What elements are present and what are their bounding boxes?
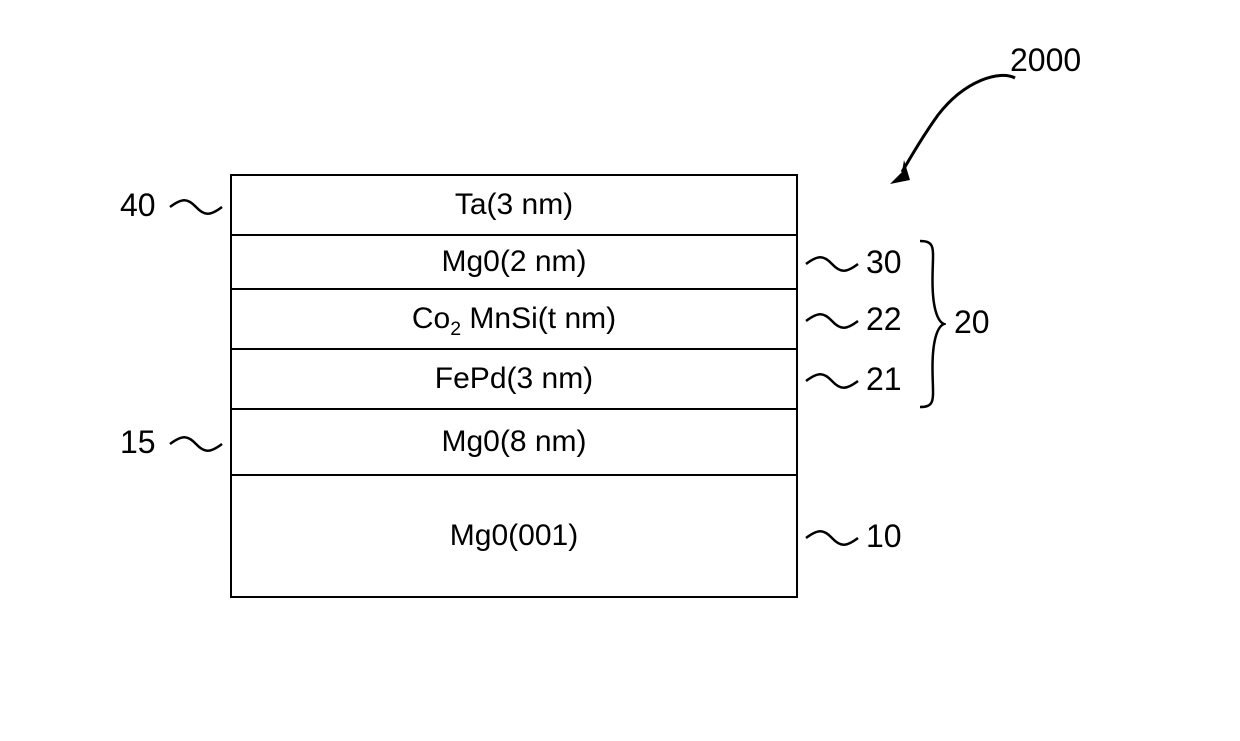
figure-id-arrow bbox=[880, 70, 1030, 190]
layer-text-substrate: Mg0(001) bbox=[450, 519, 578, 553]
layer-text-fepd: FePd(3 nm) bbox=[435, 362, 593, 396]
callout-lead-22 bbox=[804, 311, 860, 331]
callout-21: 21 bbox=[866, 361, 902, 398]
layer-buffer: Mg0(8 nm) bbox=[232, 410, 796, 476]
layer-cms: Co2 MnSi(t nm) bbox=[232, 290, 796, 350]
layer-text-barrier: Mg0(2 nm) bbox=[441, 245, 586, 279]
callout-10: 10 bbox=[866, 518, 902, 555]
callout-lead-21 bbox=[804, 371, 860, 391]
callout-40: 40 bbox=[120, 187, 156, 224]
layer-stack: Ta(3 nm) Mg0(2 nm) Co2 MnSi(t nm) FePd(3 nm… bbox=[230, 174, 798, 598]
callout-lead-30 bbox=[804, 254, 860, 274]
callout-15: 15 bbox=[120, 424, 156, 461]
diagram-canvas: 2000 Ta(3 nm)Mg0(2 nm)Co2 MnSi(t nm)FePd… bbox=[0, 0, 1240, 741]
callout-22: 22 bbox=[866, 301, 902, 338]
layer-text-buffer: Mg0(8 nm) bbox=[441, 425, 586, 459]
callout-lead-10 bbox=[804, 528, 860, 548]
layer-substrate: Mg0(001) bbox=[232, 476, 796, 598]
group-label-20: 20 bbox=[954, 304, 990, 341]
callout-lead-40 bbox=[168, 197, 224, 217]
layer-barrier: Mg0(2 nm) bbox=[232, 236, 796, 290]
layer-text-cap: Ta(3 nm) bbox=[455, 188, 573, 222]
layer-text-cms: Co2 MnSi(t nm) bbox=[412, 302, 616, 336]
group-brace-20 bbox=[916, 237, 946, 411]
callout-lead-15 bbox=[168, 434, 224, 454]
callout-30: 30 bbox=[866, 244, 902, 281]
layer-cap: Ta(3 nm) bbox=[232, 176, 796, 236]
layer-fepd: FePd(3 nm) bbox=[232, 350, 796, 410]
